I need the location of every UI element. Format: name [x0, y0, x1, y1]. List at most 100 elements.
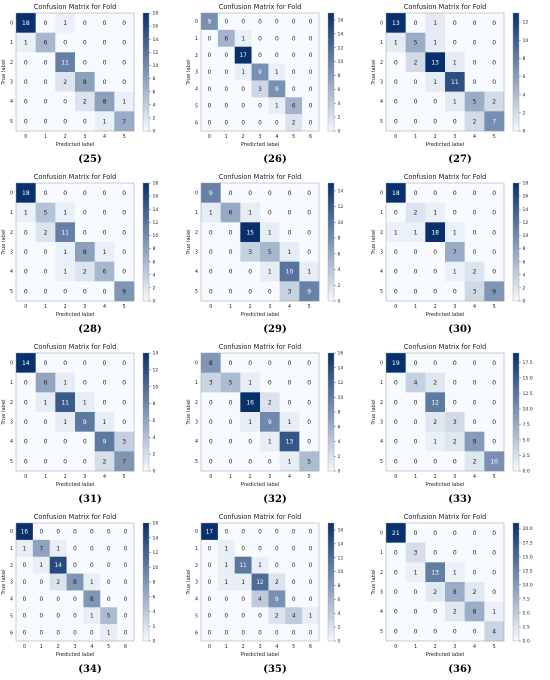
matrix-cell [35, 242, 56, 262]
colorbar-tick-label: 8 [523, 56, 526, 62]
matrix-cell [75, 91, 95, 112]
cell-value: 0 [307, 419, 311, 426]
colorbar-tick-label: 12.5 [523, 568, 533, 574]
cell-value: 2 [433, 380, 437, 387]
plot-frame [385, 522, 505, 642]
confusion-matrix-panel: Confusion Matrix for Fold 16 0 0 0 0 0 0 1 7 1 0 0 0 0… [0, 510, 180, 680]
cell-value: 0 [433, 628, 437, 635]
cell-value: 7 [122, 458, 126, 465]
matrix-cell [445, 601, 465, 622]
matrix-cell [285, 97, 303, 115]
matrix-cell [299, 242, 320, 262]
cell-value: 0 [56, 529, 60, 535]
matrix-cell [251, 46, 269, 64]
matrix-cell [201, 624, 219, 642]
y-tick-label: 1 [195, 36, 198, 42]
colorbar-tick-label: 10 [338, 569, 344, 575]
colorbar-tick-label: 4 [153, 609, 156, 615]
cell-value: 0 [492, 360, 496, 367]
matrix-cell [464, 542, 485, 563]
colorbar-tick-label: 6 [338, 87, 341, 93]
figure-caption: (29) [263, 324, 287, 335]
colorbar-tick-label: 6 [153, 594, 156, 600]
colorbar-tick-label: 8 [338, 73, 341, 79]
matrix-cell [405, 72, 426, 92]
y-tick-label: 1 [10, 546, 13, 552]
x-tick-label: 4 [103, 134, 106, 140]
cell-value: 0 [433, 360, 437, 367]
matrix-cell [299, 372, 320, 393]
cell-value: 0 [83, 458, 87, 465]
x-tick-label: 3 [258, 644, 261, 650]
cell-value: 0 [107, 529, 111, 535]
matrix-cell [260, 431, 280, 452]
colorbar-tick-label: 4 [153, 102, 156, 108]
cell-value: 0 [394, 609, 398, 616]
cell-value: 0 [208, 121, 212, 127]
matrix-cell [445, 412, 465, 432]
colorbar-tick-label: 16 [153, 194, 159, 200]
matrix-cell [75, 412, 95, 432]
cell-value: 0 [23, 614, 27, 620]
x-axis-label: Predicted label [426, 652, 465, 658]
matrix-cell [260, 392, 280, 413]
matrix-cell [386, 523, 406, 543]
matrix-cell [445, 222, 465, 243]
y-tick-label: 3 [380, 590, 383, 596]
matrix-cell [405, 222, 426, 243]
colorbar-tick-label: 4 [338, 611, 341, 617]
matrix-cell [100, 523, 118, 541]
x-tick-label: 5 [308, 474, 311, 480]
matrix-cell [425, 13, 446, 33]
cell-value: 0 [224, 597, 228, 603]
cell-value: 1 [268, 269, 272, 276]
matrix-cell [464, 621, 485, 642]
y-tick-label: 6 [195, 630, 198, 636]
cell-value: 6 [44, 380, 48, 387]
matrix-cell [66, 556, 84, 574]
cell-value: 0 [229, 419, 233, 426]
cell-value: 0 [275, 121, 279, 127]
cell-value: 0 [229, 288, 233, 295]
matrix-cell [386, 601, 406, 622]
matrix-cell [49, 607, 67, 625]
cell-value: 0 [224, 53, 228, 59]
matrix-cell [445, 372, 465, 393]
y-tick-label: 3 [380, 250, 383, 256]
cell-value: 0 [83, 40, 87, 47]
cell-value: 0 [433, 118, 437, 125]
cell-value: 0 [44, 249, 48, 256]
matrix-cell [94, 183, 115, 203]
cell-value: 0 [433, 249, 437, 256]
colorbar-tick-label: 12 [338, 204, 344, 210]
matrix-cell [32, 539, 51, 558]
x-tick-label: 1 [414, 304, 417, 310]
x-tick-label: 1 [414, 644, 417, 650]
colorbar-tick-label: 0 [338, 639, 341, 645]
matrix-cell [234, 590, 252, 608]
cell-value: 1 [63, 419, 67, 426]
cell-value: 0 [288, 380, 292, 387]
cell-value: 0 [414, 360, 418, 367]
cell-value: 1 [103, 249, 107, 256]
matrix-cell [268, 13, 286, 31]
colorbar-tick-label: 4 [338, 101, 341, 107]
cell-value: 2 [56, 580, 60, 586]
matrix-cell [220, 261, 241, 282]
matrix-cell [279, 183, 300, 203]
colorbar [142, 352, 150, 472]
matrix-cell [201, 607, 219, 625]
matrix-cell [302, 13, 320, 31]
cell-value: 0 [90, 563, 94, 569]
colorbar-tick-label: 6 [523, 74, 526, 80]
cell-value: 1 [83, 399, 87, 406]
y-tick-label: 6 [195, 120, 198, 126]
matrix-cell [100, 556, 118, 574]
matrix-cell [220, 281, 241, 302]
colorbar-tick-label: 20.0 [523, 526, 533, 532]
y-tick-label: 4 [380, 609, 383, 615]
matrix-cell [217, 46, 236, 64]
cell-value: 0 [24, 419, 28, 426]
cell-value: 0 [275, 36, 279, 42]
cell-value: 2 [292, 121, 296, 127]
